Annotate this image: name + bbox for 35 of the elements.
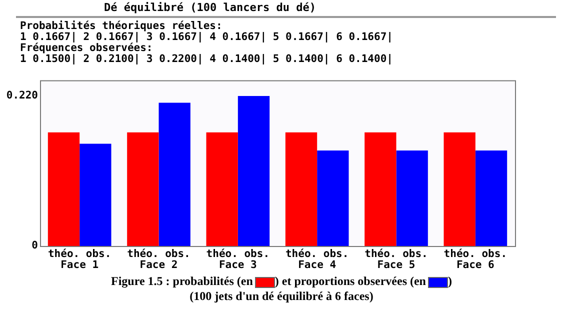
text: théo. obs. [285,248,349,260]
x-tick-label: Face 4 [298,259,336,272]
bar [238,96,270,246]
text: théo. obs. [364,248,428,260]
bar [364,132,396,246]
text: théo. obs. [48,248,112,260]
bar [48,132,80,246]
caption: Figure 1.5 : probabilités (en [111,274,253,288]
text: théo. obs. [127,248,190,260]
bar [285,132,318,246]
bar [127,132,159,246]
text: Fréquences observées: [20,42,153,54]
bar [396,150,428,246]
x-tick-label: Face 3 [218,259,257,272]
text: (100 jets d'un dé équilibré à 6 faces) [188,289,374,304]
bar [444,132,476,246]
text: Probabilités théoriques réelles: [20,20,222,32]
text: théo. obs. [444,248,508,260]
text: 1 0.1500| 2 0.2100| 3 0.2200| 4 0.1400| 5 0.1400| 6 0.1400| [20,53,393,65]
chart-title: Dé équilibré (100 lancers du dé) [103,1,317,14]
bar [317,150,349,246]
bar [206,132,238,246]
bar [80,144,112,246]
x-tick-label: Face 6 [456,259,494,272]
text: ) et proportions observées (en [274,274,426,288]
y-tick-label: 0 [32,240,38,252]
x-tick-label: Face 1 [60,259,99,272]
bar [475,150,508,246]
bar [158,102,190,246]
x-tick-label: Face 5 [377,259,416,272]
y-tick-label: 0.220 [6,90,38,102]
text: théo. obs. [206,248,270,260]
x-tick-label: Face 2 [140,259,178,272]
text: 1 0.1667| 2 0.1667| 3 0.1667| 4 0.1667| 5 0.1667| 6 0.1667| [20,31,393,43]
text: ) [448,274,452,288]
